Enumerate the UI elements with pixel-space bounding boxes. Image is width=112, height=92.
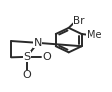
Text: N: N	[34, 38, 42, 48]
Text: Br: Br	[73, 16, 85, 26]
Text: O: O	[22, 70, 31, 80]
Text: O: O	[43, 52, 52, 62]
Text: Me: Me	[87, 30, 101, 40]
Text: S: S	[23, 52, 30, 62]
